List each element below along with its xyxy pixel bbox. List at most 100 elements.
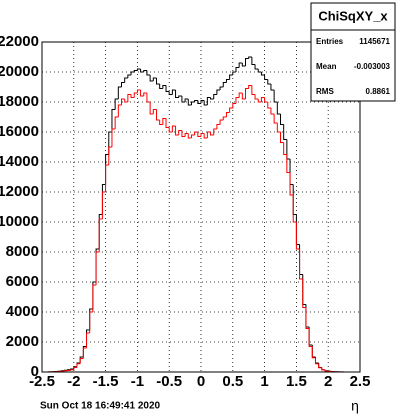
timestamp: Sun Oct 18 16:49:41 2020	[40, 401, 161, 412]
histogram-bin	[241, 93, 246, 100]
histogram-bin	[235, 67, 240, 72]
histogram-bin	[305, 307, 310, 329]
histogram-bin	[98, 218, 103, 252]
histogram-bin	[270, 108, 275, 115]
histogram-bin	[311, 346, 316, 359]
histogram-bin	[124, 77, 128, 83]
histogram-bin	[216, 124, 221, 129]
stat-label: Mean	[316, 62, 337, 71]
histogram-bin	[178, 95, 182, 98]
histogram-bin	[155, 78, 160, 85]
histogram-bin	[89, 311, 93, 333]
histogram-bin	[152, 77, 157, 81]
histogram-bin	[73, 367, 77, 370]
y-tick-label: 16000	[0, 123, 39, 140]
histogram-bin	[187, 133, 192, 139]
histogram-bin	[178, 130, 182, 135]
histogram-bin	[159, 84, 163, 89]
histogram-bin	[133, 92, 138, 98]
histogram-bin	[308, 328, 313, 347]
histogram-bin	[251, 57, 256, 65]
histogram-bin	[245, 88, 249, 99]
x-tick-label: 0	[197, 373, 205, 390]
histogram-bin	[292, 195, 297, 223]
histogram-bin	[289, 172, 294, 196]
histogram-bin	[222, 116, 227, 120]
histogram-bin	[260, 72, 265, 76]
histogram-bin	[238, 62, 243, 68]
histogram-bin	[171, 125, 176, 132]
y-tick-label: 0	[31, 363, 39, 380]
histogram-bin	[121, 82, 125, 87]
plot-area	[41, 41, 361, 373]
histogram-bin	[276, 123, 281, 133]
histogram-bin	[190, 101, 195, 105]
y-tick-label: 14000	[0, 153, 39, 170]
histogram-bin	[286, 154, 291, 173]
histogram-bin	[146, 70, 151, 76]
histogram-bin	[232, 103, 236, 108]
histogram-bin	[314, 357, 319, 365]
histogram-bin	[162, 85, 167, 89]
histogram-bin	[273, 114, 278, 124]
histogram-bin	[184, 98, 189, 102]
histogram-bin	[149, 75, 154, 82]
histogram-bin	[127, 94, 132, 102]
histogram-bin	[149, 102, 154, 115]
histogram-bin	[136, 68, 141, 71]
histogram-bin	[229, 107, 233, 113]
histogram-bin	[210, 97, 214, 100]
histogram-bin	[165, 85, 170, 92]
histogram-bin	[222, 82, 227, 87]
histogram-bin	[238, 92, 243, 98]
histogram-bin	[200, 133, 205, 137]
histogram-bin	[105, 164, 109, 192]
x-tick-label: 2.5	[350, 373, 371, 390]
histogram-bin	[280, 132, 284, 143]
histogram-bin	[248, 85, 252, 89]
histogram-bin	[264, 97, 268, 103]
x-axis-label: η	[351, 398, 359, 414]
histogram-bin	[111, 109, 116, 132]
histogram-bin	[203, 100, 208, 106]
histogram-bin	[79, 358, 84, 364]
histogram-bin	[283, 124, 287, 140]
y-tick-label: 22000	[0, 33, 39, 50]
histogram-bin	[299, 249, 303, 280]
histogram-bin	[213, 94, 217, 99]
histogram-bin	[197, 132, 201, 137]
histogram-bin	[267, 102, 271, 109]
stats-box	[310, 2, 396, 102]
histogram-bin	[86, 332, 90, 348]
histogram-bin	[175, 126, 179, 136]
histogram-bin	[143, 92, 147, 96]
histogram-bin	[251, 85, 256, 95]
y-tick-label: 4000	[6, 303, 39, 320]
histogram-bin	[121, 98, 125, 105]
y-tick-label: 6000	[6, 273, 39, 290]
histogram-bin	[270, 84, 275, 91]
histogram-bin	[241, 63, 246, 67]
histogram-bin	[136, 89, 141, 93]
histogram-bin	[254, 94, 259, 100]
histogram-bin	[225, 112, 230, 117]
histogram-bin	[76, 363, 81, 368]
histogram-bin	[133, 70, 138, 72]
histogram-bin	[155, 109, 160, 121]
histogram-bin	[140, 69, 144, 73]
x-tick-label: 2	[324, 373, 332, 390]
stats-title: ChiSqXY_x	[318, 8, 388, 23]
histogram-bin	[162, 118, 167, 125]
histogram-bin	[114, 116, 119, 129]
histogram-bin	[200, 100, 205, 104]
x-tick-label: -1.5	[93, 373, 119, 390]
histogram-bin	[117, 104, 122, 117]
histogram-bin	[257, 99, 262, 103]
histogram-bin	[257, 69, 262, 73]
histogram-bin	[318, 363, 322, 369]
histogram-bin	[168, 127, 173, 133]
histogram-bin	[254, 64, 259, 70]
histogram-bin	[267, 79, 271, 85]
histogram-bin	[181, 130, 186, 137]
y-tick-label: 10000	[0, 213, 39, 230]
